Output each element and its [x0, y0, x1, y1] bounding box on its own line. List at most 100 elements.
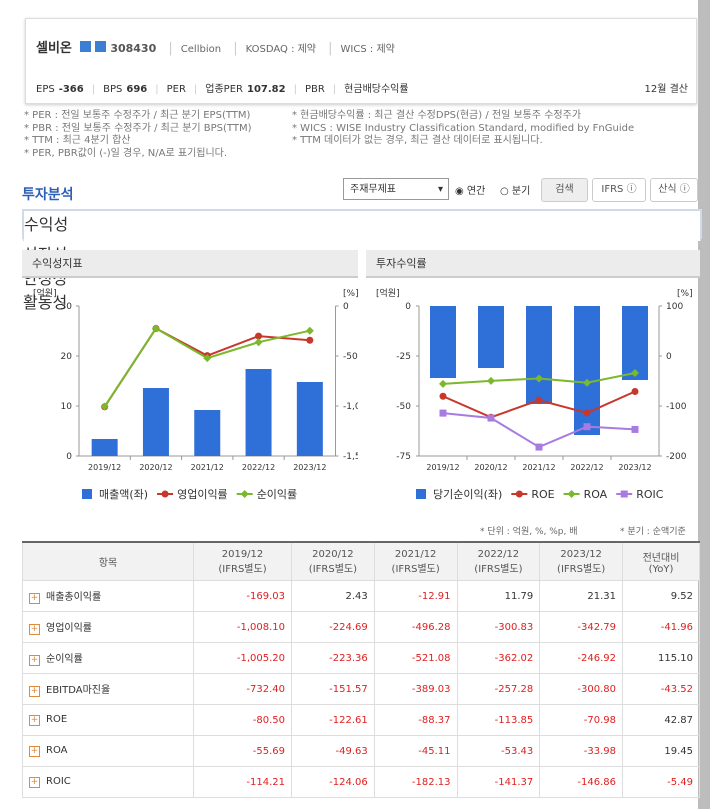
- cell: -169.03: [192, 580, 293, 612]
- axis-unit: [억원]: [376, 287, 400, 299]
- expand-button[interactable]: +: [29, 746, 40, 757]
- cell: -732.40: [192, 673, 293, 705]
- ifrs-button[interactable]: IFRS ⓘ: [592, 178, 646, 202]
- cell-value: -45.11: [418, 745, 451, 757]
- point: [567, 490, 576, 498]
- chart: [억원] [%] 0 -25 -50 -75 100 0 -100 -200 2019/12 2020…: [376, 287, 693, 501]
- cell-value: -496.28: [411, 621, 451, 633]
- y-tick-label: 30: [61, 302, 73, 312]
- legend-label: 당기순이익(좌): [433, 488, 502, 501]
- icon: [80, 41, 92, 52]
- code: 308430: [110, 42, 157, 55]
- expand-button[interactable]: +: [29, 777, 40, 788]
- panel: 투자수익률: [366, 250, 700, 510]
- icon: [95, 41, 107, 52]
- cell-value: -124.06: [329, 776, 368, 788]
- cell-value: -257.28: [494, 683, 534, 695]
- header-period: 2023/12: [560, 548, 602, 560]
- row-label: 순이익률: [46, 654, 83, 665]
- metric-label: BPS: [103, 84, 123, 95]
- cell-value: 115.10: [658, 652, 693, 664]
- note-line: * TTM 데이터가 없는 경우, 최근 결산 데이터로 표시됩니다.: [292, 135, 543, 146]
- wics: WICS : 제약: [340, 44, 395, 55]
- cell-value: 19.45: [664, 745, 693, 757]
- expand-button[interactable]: +: [29, 686, 40, 697]
- y-tick-label: 10: [61, 402, 73, 412]
- cell-value: 11.79: [504, 590, 534, 602]
- row: + 순이익률 -1,005.20 -223.36 -521.08 -362.02 -246.…: [22, 642, 700, 674]
- cell-value: -732.40: [246, 683, 286, 695]
- cell-value: -141.37: [494, 776, 534, 788]
- cell-value: 42.87: [664, 714, 693, 726]
- axis-unit: [억원]: [33, 287, 57, 299]
- formula-button[interactable]: 산식 ⓘ: [650, 178, 698, 202]
- tab: 활동성: [23, 293, 68, 312]
- notes-left: * PER : 전일 보통주 수정주가 / 최근 분기 EPS(TTM) * PB…: [24, 110, 252, 160]
- header-basis: (IFRS별도): [308, 563, 357, 575]
- row: + 영업이익률 -1,008.10 -224.69 -496.28 -300.83 -342…: [22, 611, 700, 643]
- expand-button[interactable]: +: [29, 715, 40, 726]
- cell: -70.98: [539, 704, 624, 736]
- panel-title: 투자수익률: [366, 250, 700, 278]
- legend-label: 순이익률: [257, 488, 297, 501]
- chart: [억원] [%] 0 10 20 30 0 -500 -1,000 -1,500 2019/12 20…: [33, 287, 358, 501]
- row-label: ROA: [46, 745, 68, 756]
- cell-value: -49.63: [335, 745, 368, 757]
- y-tick-label: 0: [66, 452, 72, 462]
- bar: [526, 306, 552, 404]
- cell: -182.13: [373, 766, 458, 798]
- note-line: * WICS : WISE Industry Classification St…: [292, 122, 635, 134]
- quarter-note: * 분기 : 순액기준: [620, 527, 686, 537]
- legend-swatch: [82, 489, 92, 499]
- y-tick-label: -25: [396, 352, 411, 362]
- header-basis: (IFRS별도): [474, 563, 523, 575]
- radio-quarter[interactable]: ○ 분기: [500, 186, 531, 197]
- cell: -362.02: [456, 642, 541, 674]
- cell: 42.87: [622, 704, 700, 736]
- cell: -88.37: [373, 704, 458, 736]
- notes-right: * 현금배당수익률 : 최근 결산 수정DPS(현금) / 전일 보통주 수정주…: [292, 110, 634, 148]
- search-button[interactable]: 검색: [541, 178, 588, 202]
- cell: + ROIC: [22, 766, 194, 798]
- cell-value: -151.57: [329, 683, 368, 695]
- expand-button[interactable]: +: [29, 624, 40, 635]
- header-cell: 2023/12 (IFRS별도): [539, 541, 624, 581]
- cell: -224.69: [291, 611, 375, 643]
- cell: + 영업이익률: [22, 611, 194, 643]
- scroll-edge: [698, 0, 710, 809]
- cell: -33.98: [539, 735, 624, 767]
- cell: + 매출총이익률: [22, 580, 194, 612]
- header-cell: 항목: [22, 541, 194, 581]
- radio-label: 분기: [511, 186, 531, 197]
- select[interactable]: 주재무제표 ▾: [343, 178, 449, 200]
- button-label: 산식: [658, 184, 677, 195]
- cell: -55.69: [192, 735, 293, 767]
- header-cell: 전년대비 (YoY): [622, 541, 700, 581]
- cell-value: -362.02: [494, 652, 534, 664]
- cell-value: -122.61: [329, 714, 368, 726]
- point: [151, 324, 160, 333]
- legend-label: ROA: [584, 488, 608, 501]
- row: + EBITDA마진율 -732.40 -151.57 -389.03 -257.28 -3…: [22, 673, 700, 705]
- separator: |: [293, 84, 297, 95]
- point: [631, 425, 639, 433]
- expand-button[interactable]: +: [29, 655, 40, 666]
- radio-annual[interactable]: ◉ 연간: [455, 186, 486, 197]
- cell-value: -80.50: [252, 714, 286, 726]
- legend-label: 매출액(좌): [99, 488, 148, 501]
- bar: [478, 306, 504, 368]
- point: [240, 490, 249, 498]
- point: [203, 354, 212, 363]
- expand-button[interactable]: +: [29, 593, 40, 604]
- y-tick-label: 20: [61, 352, 73, 362]
- cell: -151.57: [291, 673, 375, 705]
- cell: -223.36: [291, 642, 375, 674]
- metric-value: -366: [58, 84, 84, 95]
- x-tick-label: 2019/12: [426, 463, 459, 472]
- header-basis: (YoY): [648, 563, 674, 575]
- cell-value: -12.91: [418, 590, 451, 602]
- point: [305, 326, 314, 335]
- header-basis: (IFRS별도): [218, 563, 267, 575]
- note-line: * PER, PBR값이 (-)일 경우, N/A로 표기됩니다.: [24, 147, 228, 159]
